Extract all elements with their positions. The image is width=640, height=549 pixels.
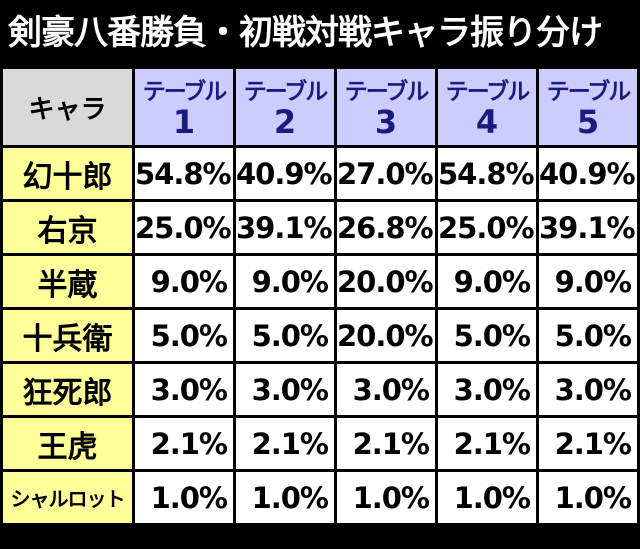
value-cell: 39.1% xyxy=(536,199,640,256)
header-row: キャラ テーブル 1 テーブル 2 テーブル 3 テーブル 4 テーブル 5 xyxy=(0,66,640,148)
value-cell: 25.0% xyxy=(435,199,539,256)
value-cell: 39.1% xyxy=(233,199,337,256)
value-cell: 2.1% xyxy=(132,415,236,472)
column-header: テーブル 2 xyxy=(233,66,337,148)
table-row: 王虎 2.1% 2.1% 2.1% 2.1% 2.1% xyxy=(0,415,640,472)
row-name: 狂死郎 xyxy=(0,361,135,418)
value-cell: 26.8% xyxy=(334,199,438,256)
table-row: シャルロット 1.0% 1.0% 1.0% 1.0% 1.0% xyxy=(0,469,640,526)
column-header: テーブル 4 xyxy=(435,66,539,148)
value-cell: 2.1% xyxy=(334,415,438,472)
column-number: 3 xyxy=(374,103,398,141)
column-label: テーブル xyxy=(243,79,329,105)
value-cell: 40.9% xyxy=(233,145,337,202)
value-cell: 2.1% xyxy=(233,415,337,472)
row-name: 十兵衛 xyxy=(0,307,135,364)
value-cell: 1.0% xyxy=(334,469,438,526)
value-cell: 3.0% xyxy=(132,361,236,418)
column-number: 5 xyxy=(576,103,600,141)
value-cell: 54.8% xyxy=(132,145,236,202)
title: 剣豪八番勝負・初戦対戦キャラ振り分け xyxy=(8,13,603,53)
value-cell: 54.8% xyxy=(435,145,539,202)
row-name: シャルロット xyxy=(0,469,135,526)
value-cell: 2.1% xyxy=(536,415,640,472)
value-cell: 9.0% xyxy=(435,253,539,310)
value-cell: 9.0% xyxy=(132,253,236,310)
value-cell: 20.0% xyxy=(334,253,438,310)
column-header: テーブル 1 xyxy=(132,66,236,148)
column-label: テーブル xyxy=(546,79,632,105)
value-cell: 3.0% xyxy=(536,361,640,418)
value-cell: 3.0% xyxy=(435,361,539,418)
table-row: 半蔵 9.0% 9.0% 20.0% 9.0% 9.0% xyxy=(0,253,640,310)
value-cell: 9.0% xyxy=(536,253,640,310)
value-cell: 20.0% xyxy=(334,307,438,364)
column-header: テーブル 3 xyxy=(334,66,438,148)
row-name: 半蔵 xyxy=(0,253,135,310)
value-cell: 5.0% xyxy=(536,307,640,364)
value-cell: 1.0% xyxy=(132,469,236,526)
value-cell: 2.1% xyxy=(435,415,539,472)
value-cell: 1.0% xyxy=(233,469,337,526)
column-label: テーブル xyxy=(445,79,531,105)
table-row: 狂死郎 3.0% 3.0% 3.0% 3.0% 3.0% xyxy=(0,361,640,418)
row-name: 右京 xyxy=(0,199,135,256)
value-cell: 5.0% xyxy=(233,307,337,364)
value-cell: 40.9% xyxy=(536,145,640,202)
value-cell: 3.0% xyxy=(233,361,337,418)
value-cell: 5.0% xyxy=(435,307,539,364)
value-cell: 1.0% xyxy=(435,469,539,526)
value-cell: 3.0% xyxy=(334,361,438,418)
table-row: 幻十郎 54.8% 40.9% 27.0% 54.8% 40.9% xyxy=(0,145,640,202)
row-name: 王虎 xyxy=(0,415,135,472)
column-number: 1 xyxy=(172,103,196,141)
column-header: テーブル 5 xyxy=(536,66,640,148)
value-cell: 27.0% xyxy=(334,145,438,202)
value-cell: 9.0% xyxy=(233,253,337,310)
table-row: 十兵衛 5.0% 5.0% 20.0% 5.0% 5.0% xyxy=(0,307,640,364)
row-name: 幻十郎 xyxy=(0,145,135,202)
corner-cell: キャラ xyxy=(0,66,135,148)
table-row: 右京 25.0% 39.1% 26.8% 25.0% 39.1% xyxy=(0,199,640,256)
column-number: 2 xyxy=(273,103,297,141)
value-cell: 25.0% xyxy=(132,199,236,256)
value-cell: 1.0% xyxy=(536,469,640,526)
column-number: 4 xyxy=(475,103,499,141)
value-cell: 5.0% xyxy=(132,307,236,364)
column-label: テーブル xyxy=(142,79,228,105)
table-body: キャラ テーブル 1 テーブル 2 テーブル 3 テーブル 4 テーブル 5 幻十郎 54.8% 40.9… xyxy=(0,66,640,526)
column-label: テーブル xyxy=(344,79,430,105)
table: キャラ テーブル 1 テーブル 2 テーブル 3 テーブル 4 テーブル 5 幻十郎 54.8% 40.9… xyxy=(0,66,640,526)
